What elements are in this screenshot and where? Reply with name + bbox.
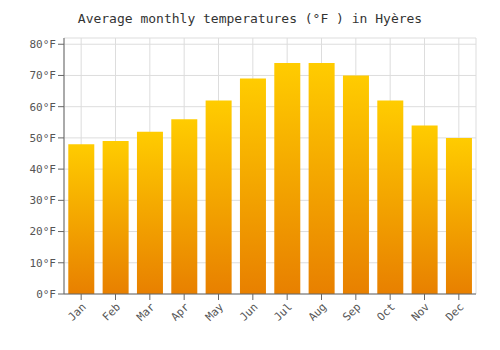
svg-text:Feb: Feb	[100, 300, 123, 323]
html-text:Average monthly temperatures (: Average monthly temperatures (°F ) in Hy…	[77, 11, 423, 26]
svg-text:Aug: Aug	[306, 300, 329, 323]
svg-text:60°F: 60°F	[30, 101, 57, 114]
svg-text:Jun: Jun	[237, 300, 260, 323]
svg-text:20°F: 20°F	[30, 225, 57, 238]
svg-text:0°F: 0°F	[36, 288, 56, 301]
svg-text:10°F: 10°F	[30, 257, 57, 270]
svg-text:80°F: 80°F	[30, 38, 57, 51]
svg-text:50°F: 50°F	[30, 132, 57, 145]
svg-text:Apr: Apr	[169, 300, 193, 324]
svg-text:Jan: Jan	[66, 300, 89, 323]
svg-text:Oct: Oct	[375, 300, 398, 323]
svg-text:30°F: 30°F	[30, 194, 57, 207]
svg-text:May: May	[203, 300, 227, 324]
svg-text:40°F: 40°F	[30, 163, 57, 176]
svg-text:70°F: 70°F	[30, 69, 57, 82]
svg-text:Jul: Jul	[272, 300, 295, 323]
svg-text:Sep: Sep	[340, 300, 363, 323]
svg-text:Nov: Nov	[409, 300, 433, 324]
svg-text:Mar: Mar	[134, 300, 158, 324]
svg-text:Dec: Dec	[443, 300, 466, 323]
